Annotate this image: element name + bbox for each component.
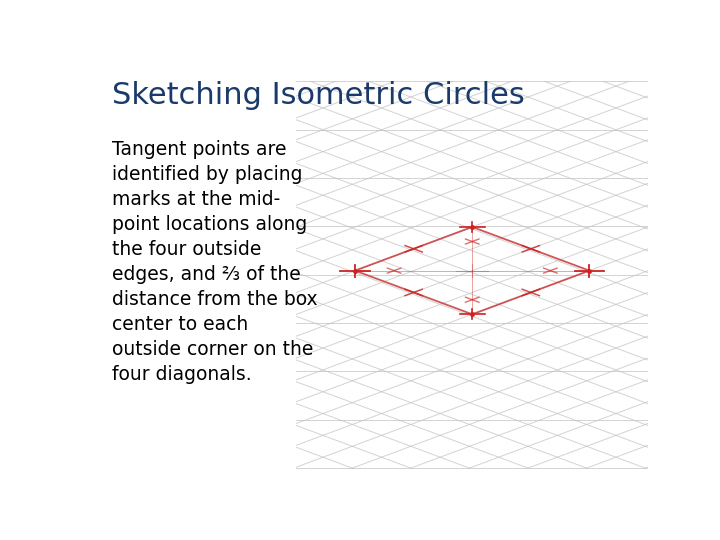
Text: Tangent points are
identified by placing
marks at the mid-
point locations along: Tangent points are identified by placing… xyxy=(112,140,318,383)
Text: Sketching Isometric Circles: Sketching Isometric Circles xyxy=(112,82,525,111)
